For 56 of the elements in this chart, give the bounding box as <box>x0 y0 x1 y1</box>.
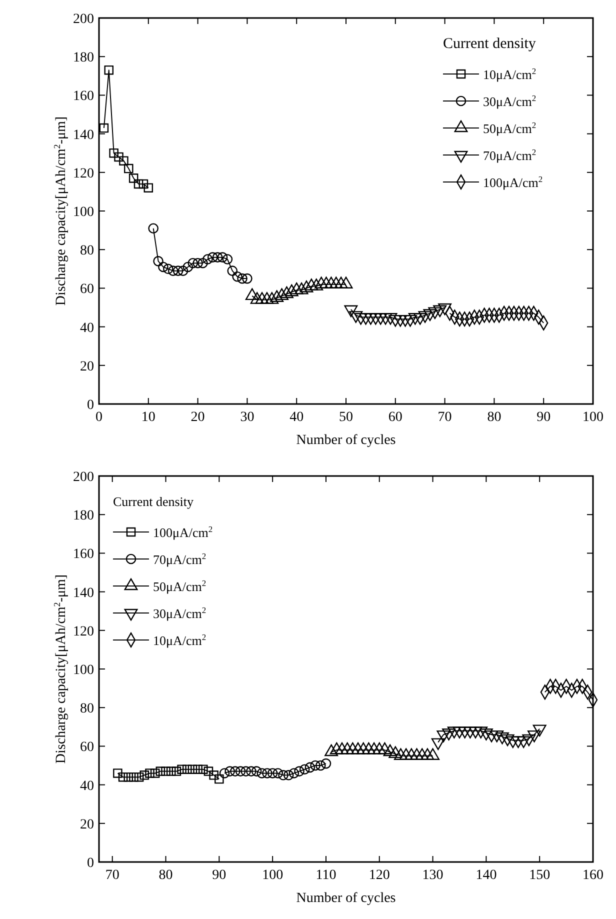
y-tick-label: 80 <box>80 244 94 259</box>
y-tick-label: 160 <box>73 547 94 562</box>
y-tick-label: 0 <box>87 856 94 871</box>
x-tick-label: 100 <box>582 410 604 425</box>
y-tick-label: 0 <box>87 398 94 413</box>
x-tick-label: 140 <box>476 868 497 883</box>
x-tick-label: 110 <box>316 868 336 883</box>
y-tick-label: 40 <box>80 320 94 336</box>
legend-label: 30μA/cm$^{2}$ <box>483 93 536 109</box>
y-tick-label: 120 <box>73 624 94 640</box>
y-tick-label: 20 <box>80 817 94 832</box>
x-tick-label: 70 <box>105 868 120 883</box>
x-tick-label: 10 <box>141 410 156 425</box>
legend-label: 50μA/cm$^{2}$ <box>483 120 536 136</box>
legend-label: 100μA/cm$^{2}$ <box>483 174 543 190</box>
y-tick-label: 180 <box>73 50 94 66</box>
y-tick-label: 80 <box>80 702 94 717</box>
y-tick-label: 60 <box>80 282 94 298</box>
x-axis-title: Number of cycles <box>296 891 396 906</box>
y-tick-label: 160 <box>73 89 94 104</box>
y-tick-label: 180 <box>73 508 94 524</box>
y-tick-label: 140 <box>73 586 94 601</box>
legend-title: Current density <box>113 494 194 509</box>
y-tick-label: 200 <box>73 470 94 485</box>
x-tick-label: 60 <box>388 410 402 425</box>
legend-label: 10μA/cm$^{2}$ <box>483 66 536 82</box>
legend-title: Current density <box>443 36 536 52</box>
legend-label: 10μA/cm$^{2}$ <box>153 632 206 648</box>
legend-label: 30μA/cm$^{2}$ <box>153 605 206 621</box>
x-tick-label: 120 <box>368 868 390 883</box>
x-tick-label: 80 <box>487 410 502 425</box>
y-tick-label: 100 <box>73 205 94 220</box>
x-tick-label: 30 <box>240 410 254 425</box>
x-tick-label: 100 <box>262 868 284 883</box>
x-tick-label: 130 <box>422 868 444 883</box>
x-tick-label: 80 <box>158 868 173 883</box>
x-tick-label: 70 <box>438 410 452 425</box>
x-tick-label: 90 <box>536 410 551 425</box>
x-tick-label: 90 <box>212 868 226 883</box>
x-tick-label: 150 <box>529 868 550 883</box>
y-tick-label: 20 <box>80 359 94 374</box>
x-tick-label: 40 <box>290 410 304 425</box>
y-tick-label: 60 <box>80 740 94 756</box>
x-axis-title: Number of cycles <box>296 433 396 448</box>
y-tick-label: 40 <box>80 778 94 794</box>
x-tick-label: 50 <box>339 410 353 425</box>
legend-label: 50μA/cm$^{2}$ <box>153 578 206 594</box>
y-tick-label: 120 <box>73 166 94 182</box>
y-tick-label: 200 <box>73 12 94 27</box>
x-tick-label: 160 <box>582 868 604 883</box>
legend-label: 70μA/cm$^{2}$ <box>483 147 536 163</box>
legend-label: 100μA/cm$^{2}$ <box>153 524 213 540</box>
legend-label: 70μA/cm$^{2}$ <box>153 551 206 567</box>
x-tick-label: 20 <box>190 410 205 425</box>
y-tick-label: 140 <box>73 128 94 143</box>
y-tick-label: 100 <box>73 663 94 678</box>
